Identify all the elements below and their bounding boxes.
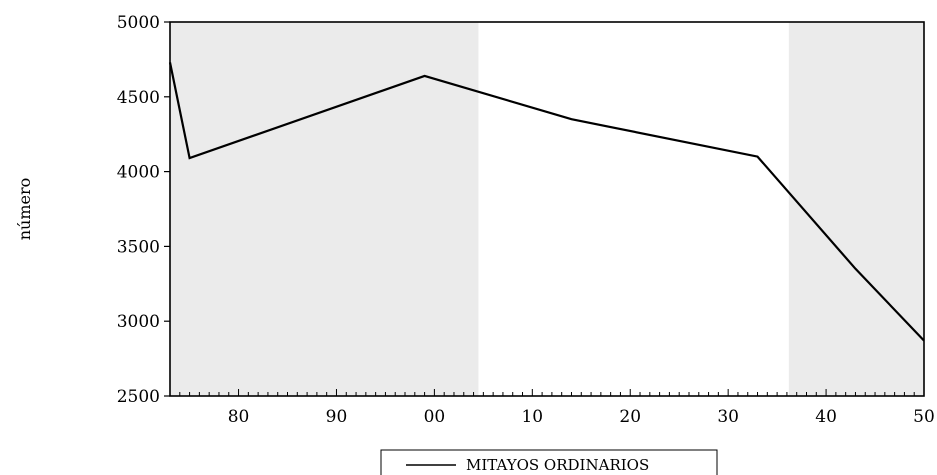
series-line-0 bbox=[168, 62, 925, 342]
x-tick-label: 30 bbox=[717, 407, 739, 427]
plot-frame bbox=[169, 21, 925, 397]
y-tick-label: 5000 bbox=[117, 13, 160, 33]
legend-box bbox=[380, 449, 718, 475]
y-tick-label: 3500 bbox=[117, 237, 160, 257]
x-tick-label: 80 bbox=[228, 407, 250, 427]
x-tick-label: 10 bbox=[521, 407, 543, 427]
y-axis-title: número bbox=[15, 178, 34, 241]
y-tick-label: 2500 bbox=[117, 387, 160, 407]
shaded-period-1 bbox=[788, 22, 924, 396]
x-axis: 80 90 00 10 20 30 40 50 bbox=[169, 389, 935, 427]
x-tick-label: 00 bbox=[424, 407, 446, 427]
shaded-periods bbox=[170, 22, 924, 396]
series-layer bbox=[168, 62, 925, 342]
y-tick-label: 4000 bbox=[117, 163, 160, 183]
x-tick-label: 90 bbox=[326, 407, 348, 427]
x-tick-label: 50 bbox=[913, 407, 935, 427]
shaded-period-0 bbox=[170, 22, 479, 396]
x-tick-label: 20 bbox=[619, 407, 641, 427]
y-axis: 2500 3000 3500 4000 4500 5000 bbox=[117, 13, 170, 407]
legend: MITAYOS ORDINARIOS bbox=[380, 449, 718, 475]
y-tick-label: 4500 bbox=[117, 88, 160, 108]
legend-label: MITAYOS ORDINARIOS bbox=[466, 456, 649, 474]
y-tick-label: 3000 bbox=[117, 312, 160, 332]
x-tick-label: 40 bbox=[815, 407, 837, 427]
